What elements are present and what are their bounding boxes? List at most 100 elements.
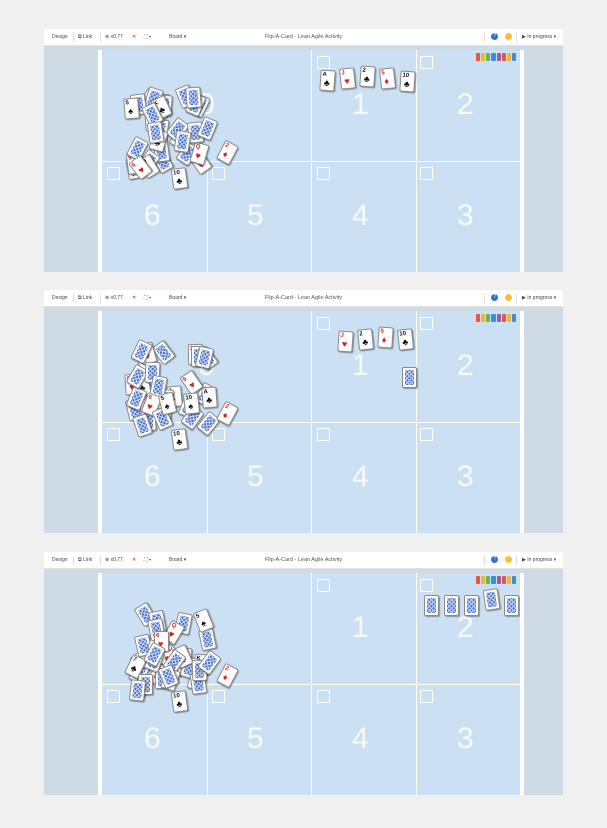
zone-checkbox[interactable] — [317, 167, 330, 180]
card-suit-icon: ♣ — [175, 698, 183, 710]
card-back[interactable] — [464, 595, 479, 616]
status-dropdown[interactable]: ▶ In progress ▾ — [522, 295, 557, 301]
zoom-button[interactable]: ⊕ x0.77 — [105, 295, 123, 301]
game-board[interactable]: 01234566♥5♠3♦7♣J♦K♣Q♥A♣9♥10♠6♥5♠2♦10♣ — [98, 573, 524, 795]
card-back[interactable] — [185, 86, 202, 110]
zone-checkbox[interactable] — [107, 167, 120, 180]
toolbar-divider — [516, 33, 517, 42]
board-menu[interactable]: Board ▾ — [169, 295, 187, 301]
close-icon[interactable]: ✕ — [132, 557, 137, 563]
link-button[interactable]: ⧉ Link — [78, 34, 92, 40]
zone-checkbox[interactable] — [420, 428, 433, 441]
card-back[interactable] — [402, 367, 417, 388]
card-back[interactable] — [504, 595, 519, 616]
card-back[interactable] — [482, 588, 501, 611]
playing-card[interactable]: 5 ♦ — [377, 326, 394, 349]
zone-checkbox[interactable] — [212, 428, 225, 441]
help-button[interactable]: ? — [491, 556, 498, 563]
playing-card[interactable]: J ♥ — [338, 67, 357, 90]
playing-card[interactable]: 10 ♣ — [170, 428, 189, 451]
logo-block — [486, 314, 491, 322]
zone-checkbox[interactable] — [420, 317, 433, 330]
zoom-button[interactable]: ⊕ x0.77 — [105, 34, 123, 40]
close-icon[interactable]: ✕ — [132, 295, 137, 301]
card-suit-icon: ♦ — [220, 671, 230, 683]
zone-checkbox[interactable] — [107, 428, 120, 441]
zone-number-6: 6 — [144, 199, 161, 232]
toolbar-divider — [73, 294, 74, 303]
status-dropdown[interactable]: ▶ In progress ▾ — [522, 34, 557, 40]
card-back-pattern — [200, 119, 215, 138]
playing-card[interactable]: 10 ♣ — [170, 690, 189, 713]
card-suit-icon: ♦ — [381, 334, 387, 346]
zone-checkbox[interactable] — [420, 579, 433, 592]
card-back-pattern — [405, 370, 414, 385]
fit-screen-button[interactable]: ⛶ ▾ — [144, 34, 152, 40]
toolbar-divider — [100, 556, 101, 565]
help-button[interactable]: ? — [491, 294, 498, 301]
playing-card[interactable]: 10 ♣ — [170, 167, 189, 190]
playing-card[interactable]: 2 ♣ — [359, 65, 376, 88]
smiley-button[interactable] — [505, 294, 512, 301]
zone-checkbox[interactable] — [212, 690, 225, 703]
card-back[interactable] — [444, 595, 459, 616]
design-button[interactable]: Design — [52, 557, 68, 563]
playing-card[interactable]: A♣ — [319, 69, 336, 92]
screen-panel-2: Design ⧉ Link ⊕ x0.77 ✕ ⛶ ▾ Board ▾ Flip… — [44, 290, 563, 533]
game-board[interactable]: 01234566♥5♠3♦7♣J♦K♣Q♥A♣9♥10♠6♥5♠2♦10♣J♥2… — [98, 311, 524, 533]
zone-checkbox[interactable] — [420, 167, 433, 180]
zone-checkbox[interactable] — [420, 56, 433, 69]
page-title: Flip-A-Card - Lean Agile Activity — [264, 557, 343, 563]
zone-checkbox[interactable] — [420, 690, 433, 703]
link-button[interactable]: ⧉ Link — [78, 557, 92, 563]
playing-card[interactable]: A♣ — [201, 386, 218, 409]
design-button[interactable]: Design — [52, 295, 68, 301]
zone-checkbox[interactable] — [317, 579, 330, 592]
design-button[interactable]: Design — [52, 34, 68, 40]
logo-block — [496, 53, 501, 61]
zoom-level: x0.77 — [110, 557, 123, 563]
playing-card[interactable]: 5♠ — [123, 97, 141, 120]
zone-checkbox[interactable] — [317, 56, 330, 69]
zone-number-4: 4 — [352, 722, 369, 755]
zone-number-6: 6 — [144, 722, 161, 755]
close-icon[interactable]: ✕ — [132, 34, 137, 40]
board-menu[interactable]: Board ▾ — [169, 557, 187, 563]
game-board[interactable]: 01234566♥5♠3♦7♣J♦K♣Q♥A♣9♥10♠6♥5♠2♦10♣A♣J… — [98, 50, 524, 272]
card-back-pattern — [507, 598, 516, 613]
zone-checkbox[interactable] — [317, 317, 330, 330]
board-menu[interactable]: Board ▾ — [169, 34, 187, 40]
logo-block — [506, 314, 511, 322]
card-suit-icon: ♠ — [199, 617, 208, 629]
logo-block — [511, 576, 516, 584]
smiley-icon — [505, 33, 512, 40]
zoom-level: x0.77 — [110, 295, 123, 301]
card-back[interactable] — [128, 679, 146, 702]
card-back[interactable] — [146, 120, 165, 144]
playing-card[interactable]: J ♥ — [337, 330, 354, 353]
playing-card[interactable]: 10♠ — [183, 392, 201, 415]
playing-card[interactable]: 2 ♣ — [356, 328, 375, 351]
card-back[interactable] — [424, 595, 439, 616]
zone-checkbox[interactable] — [107, 690, 120, 703]
help-icon: ? — [491, 294, 498, 301]
smiley-button[interactable] — [505, 33, 512, 40]
fit-screen-button[interactable]: ⛶ ▾ — [144, 557, 152, 563]
link-button[interactable]: ⧉ Link — [78, 295, 92, 301]
help-button[interactable]: ? — [491, 33, 498, 40]
playing-card[interactable]: 10 ♣ — [399, 70, 416, 93]
zoom-button[interactable]: ⊕ x0.77 — [105, 557, 123, 563]
status-dropdown[interactable]: ▶ In progress ▾ — [522, 557, 557, 563]
zone-checkbox[interactable] — [317, 428, 330, 441]
smiley-button[interactable] — [505, 556, 512, 563]
fit-screen-button[interactable]: ⛶ ▾ — [144, 295, 152, 301]
zone-number-5: 5 — [247, 199, 264, 232]
playing-card[interactable]: 5 ♦ — [378, 67, 397, 90]
card-suit-icon: ♣ — [363, 73, 371, 85]
playing-card[interactable]: 10 ♣ — [396, 328, 415, 351]
zone-checkbox[interactable] — [317, 690, 330, 703]
play-icon: ▶ — [522, 295, 526, 301]
status-label: In progress — [527, 557, 553, 563]
zone-checkbox[interactable] — [212, 167, 225, 180]
card-suit-icon: ♣ — [175, 175, 183, 187]
